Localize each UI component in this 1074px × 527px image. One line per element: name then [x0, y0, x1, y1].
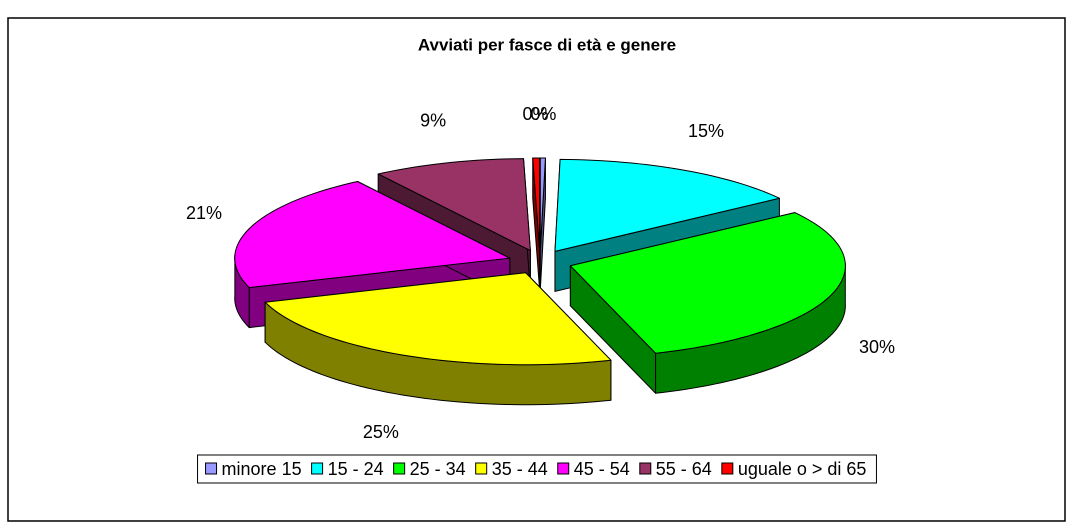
slice [234, 180, 511, 289]
legend-label: 45 - 54 [574, 459, 630, 479]
data-label: 0% [523, 104, 549, 124]
data-label: 0% [530, 104, 556, 124]
data-label: 30% [859, 337, 895, 357]
slice [554, 158, 780, 252]
legend-label: 15 - 24 [328, 459, 384, 479]
legend-label: 25 - 34 [410, 459, 466, 479]
legend-label: minore 15 [222, 459, 302, 479]
legend-label: uguale o > di 65 [738, 459, 867, 479]
legend-swatch [639, 462, 652, 475]
legend-swatch [475, 462, 488, 475]
chart-frame [7, 17, 1066, 522]
slice [532, 157, 541, 251]
legend-swatch [393, 462, 406, 475]
chart-title: Avviati per fasce di età e genere [418, 35, 676, 54]
legend: minore 15 15 - 24 25 - 34 35 - 44 45 - 54 55 … [197, 454, 877, 484]
data-label: 25% [363, 422, 399, 442]
slice [377, 158, 531, 252]
legend-box [197, 454, 877, 484]
data-label: 21% [186, 203, 222, 223]
slice [569, 212, 846, 354]
legend-swatch [205, 462, 218, 475]
legend-swatch [721, 462, 734, 475]
data-label: 9% [420, 111, 446, 131]
legend-swatch [557, 462, 570, 475]
legend-swatch [311, 462, 324, 475]
slice [539, 157, 546, 251]
slice [264, 272, 612, 366]
legend-label: 55 - 64 [656, 459, 712, 479]
pie: 0% 15% 30% 25% 21% 9% 0% [186, 104, 895, 442]
data-label: 15% [688, 121, 724, 141]
legend-label: 35 - 44 [492, 459, 548, 479]
